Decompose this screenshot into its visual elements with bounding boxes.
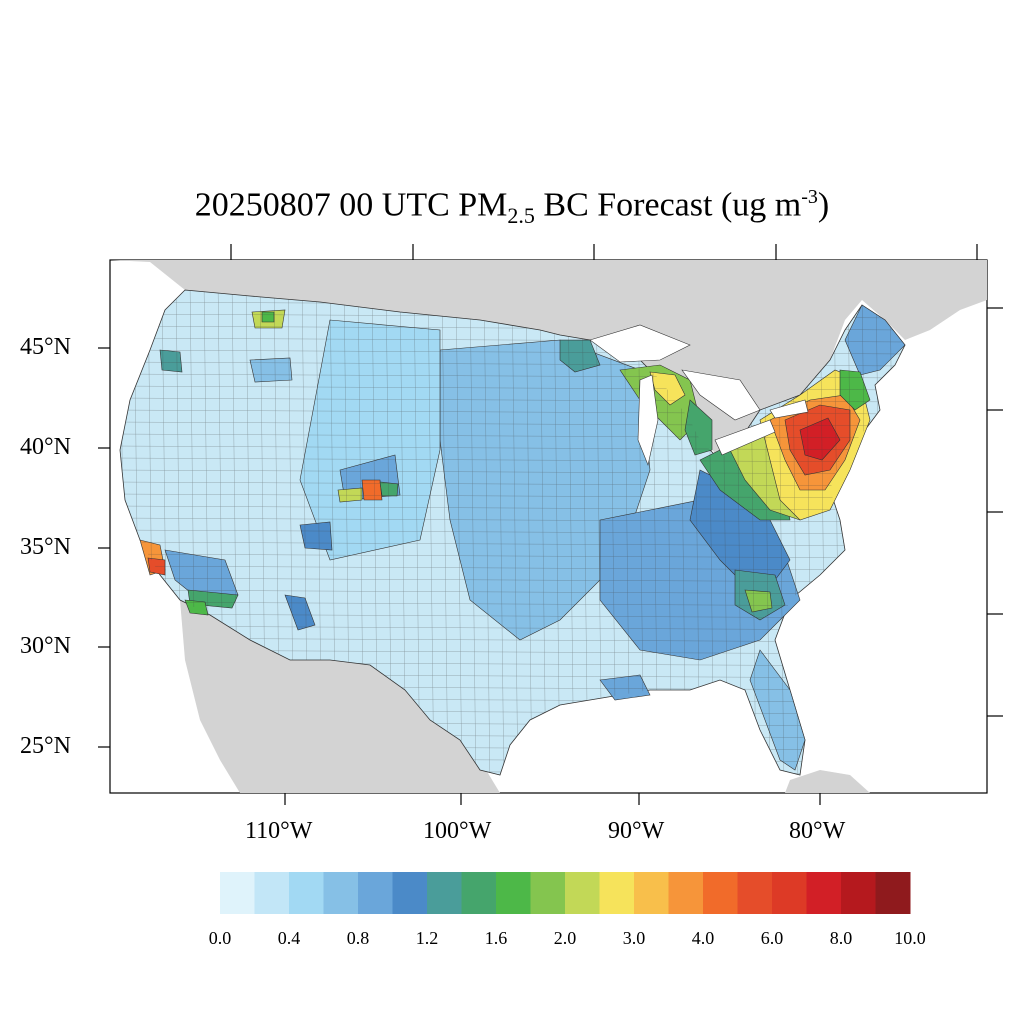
colorbar-swatch xyxy=(841,872,876,914)
colorbar xyxy=(220,872,911,914)
colorbar-swatch xyxy=(427,872,462,914)
lon-label-110: 110°W xyxy=(245,818,313,844)
colorbar-swatch xyxy=(323,872,359,914)
colorbar-swatch xyxy=(737,872,773,914)
lat-label-45: 45°N xyxy=(20,334,71,360)
colorbar-swatch xyxy=(392,872,428,914)
canada-land xyxy=(110,260,987,460)
colorbar-tick-label: 1.6 xyxy=(484,928,508,948)
lon-label-80: 80°W xyxy=(789,818,846,844)
colorbar-swatch xyxy=(358,872,393,914)
baja-land xyxy=(180,600,275,793)
lon-label-90: 90°W xyxy=(608,818,665,844)
colorbar-tick-label: 10.0 xyxy=(894,928,926,948)
colorbar-swatch xyxy=(599,872,635,914)
colorbar-swatch xyxy=(634,872,669,914)
colorbar-tick-label: 0.8 xyxy=(346,928,370,948)
colorbar-swatch xyxy=(875,872,911,914)
colorbar-swatch xyxy=(565,872,600,914)
colorbar-swatch xyxy=(254,872,290,914)
colorbar-tick-label: 0.0 xyxy=(208,928,232,948)
colorbar-swatch xyxy=(530,872,566,914)
map-title: 20250807 00 UTC PM2.5 BC Forecast (ug m-… xyxy=(194,186,830,229)
lat-label-35: 35°N xyxy=(20,534,71,560)
colorbar-swatch xyxy=(806,872,842,914)
colorbar-tick-label: 8.0 xyxy=(829,928,853,948)
colorbar-swatch xyxy=(772,872,807,914)
colorbar-tick-label: 6.0 xyxy=(760,928,784,948)
colorbar-swatch xyxy=(496,872,531,914)
colorbar-swatch xyxy=(668,872,704,914)
colorbar-swatch xyxy=(703,872,738,914)
colorbar-tick-label: 0.4 xyxy=(277,928,301,948)
colorbar-swatch xyxy=(461,872,497,914)
colorbar-swatch xyxy=(220,872,255,914)
colorbar-tick-label: 4.0 xyxy=(691,928,715,948)
colorbar-tick-label: 1.2 xyxy=(415,928,439,948)
great-lakes xyxy=(589,324,809,467)
colorbar-tick-label: 2.0 xyxy=(553,928,577,948)
caribbean-land xyxy=(785,770,870,793)
mexico-land xyxy=(180,600,500,793)
lat-label-40: 40°N xyxy=(20,434,71,460)
colorbar-tick-label: 3.0 xyxy=(622,928,646,948)
axis-ticks xyxy=(98,244,1003,805)
colorbar-swatch xyxy=(289,872,324,914)
lon-label-100: 100°W xyxy=(423,818,492,844)
lat-label-25: 25°N xyxy=(20,733,71,759)
lat-label-30: 30°N xyxy=(20,633,71,659)
